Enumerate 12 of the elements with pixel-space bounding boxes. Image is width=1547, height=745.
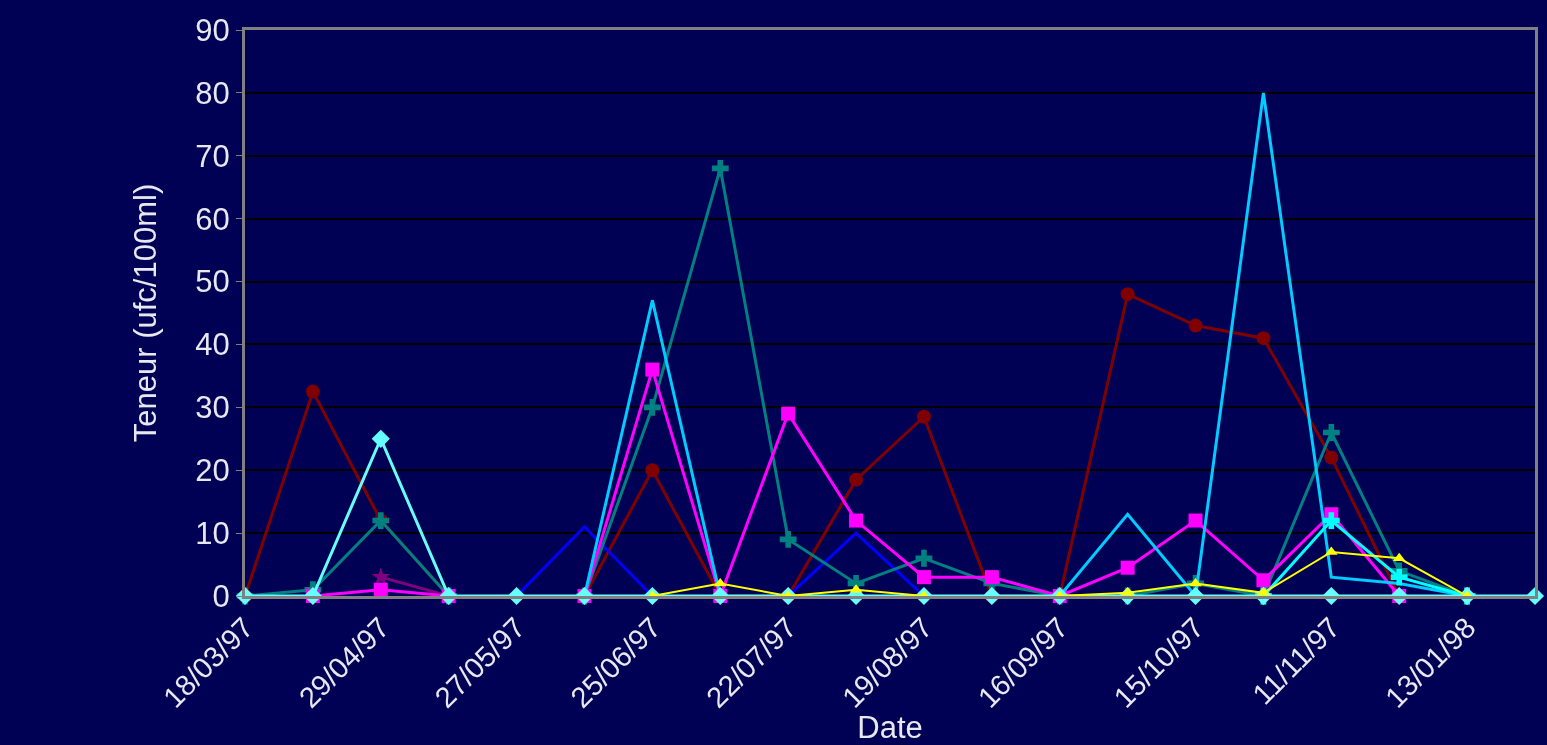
- y-tick-label: 10: [195, 515, 230, 551]
- y-tick-label: 60: [195, 201, 230, 237]
- y-tick-label: 40: [195, 327, 230, 363]
- y-tick-label: 0: [212, 578, 230, 614]
- y-tick-label: 70: [195, 138, 230, 174]
- y-tick-label: 80: [195, 75, 230, 111]
- y-tick-label: 20: [195, 453, 230, 489]
- y-tick-label: 50: [195, 264, 230, 300]
- x-axis-title: Date: [857, 710, 923, 745]
- y-axis-title: Teneur (ufc/100ml): [127, 183, 163, 443]
- y-tick-label: 90: [195, 12, 230, 48]
- y-tick-label: 30: [195, 390, 230, 426]
